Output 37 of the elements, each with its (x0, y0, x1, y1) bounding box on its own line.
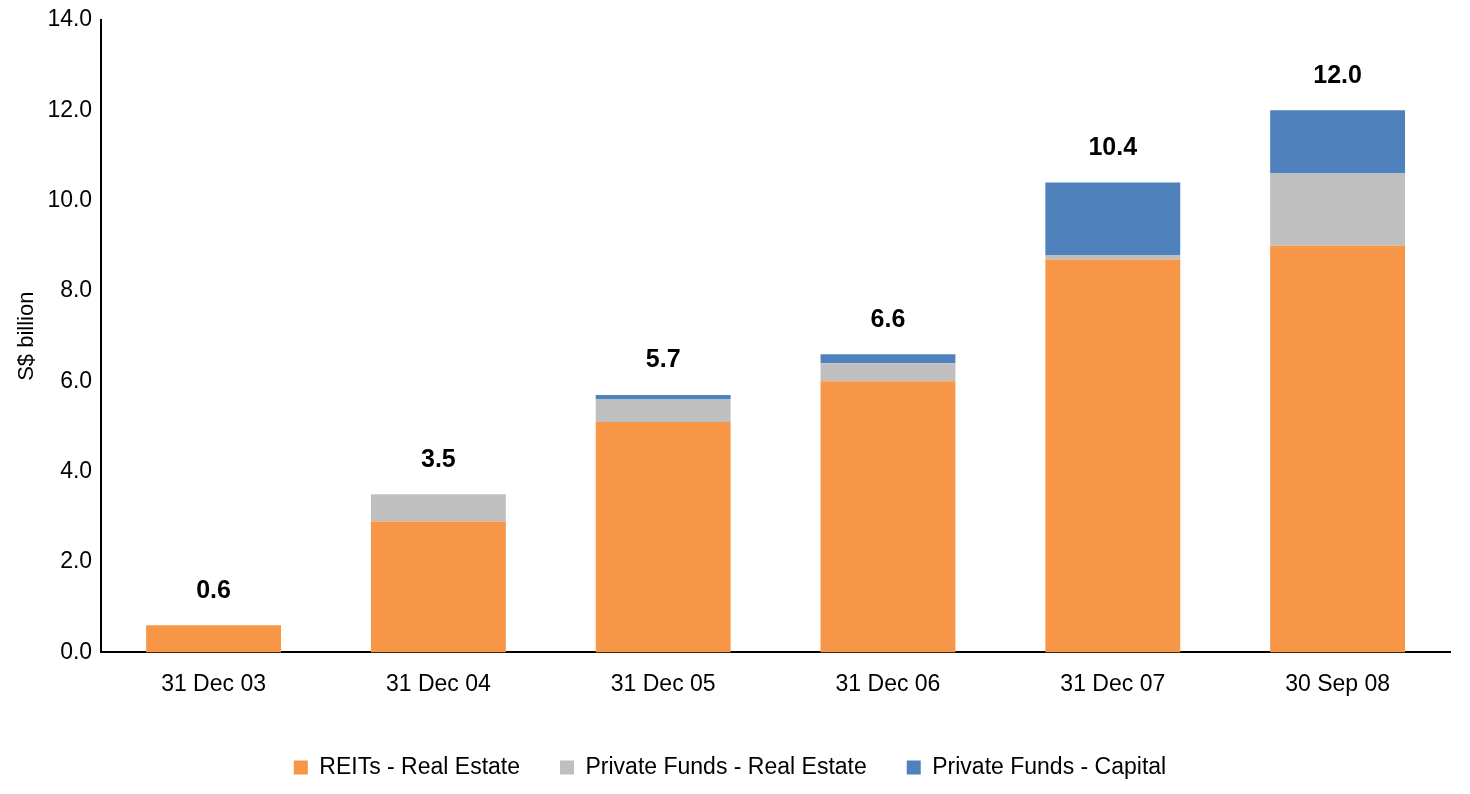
total-label: 10.4 (1088, 132, 1138, 161)
y-tick-label: 2.0 (60, 547, 93, 574)
x-tick-label: 31 Dec 04 (385, 669, 491, 696)
total-label: 5.7 (645, 344, 681, 373)
total-label: 3.5 (420, 443, 456, 472)
legend-label: Private Funds - Real Estate (585, 752, 867, 779)
legend-label: REITs - Real Estate (319, 752, 521, 779)
total-label: 6.6 (870, 303, 906, 332)
y-tick-label: 10.0 (47, 186, 93, 213)
bar (370, 521, 506, 653)
x-tick-label: 31 Dec 03 (161, 669, 266, 696)
x-tick-label: 31 Dec 06 (835, 669, 941, 696)
y-tick-label: 4.0 (60, 457, 93, 484)
bar (820, 354, 956, 364)
y-tick-label: 14.0 (47, 5, 93, 32)
legend-label: Private Funds - Capital (932, 752, 1167, 779)
y-tick-label: 0.0 (60, 637, 93, 664)
x-tick-label: 31 Dec 07 (1060, 669, 1166, 696)
total-label: 12.0 (1313, 59, 1362, 88)
bar (820, 381, 956, 653)
y-tick-label: 8.0 (60, 276, 93, 303)
y-tick-label: 6.0 (60, 366, 93, 393)
bar (1270, 110, 1406, 174)
bar (1270, 173, 1406, 246)
bar (370, 494, 506, 522)
y-tick-label: 12.0 (47, 95, 93, 122)
bar (146, 625, 282, 653)
bar (1045, 259, 1181, 653)
bar (595, 422, 731, 653)
x-tick-label: 31 Dec 05 (610, 669, 716, 696)
total-label: 0.6 (196, 574, 231, 603)
bar (1045, 182, 1181, 255)
bar (1270, 245, 1406, 653)
y-axis-title: S$ billion (13, 291, 39, 381)
bar (595, 399, 731, 423)
bar (820, 363, 956, 382)
x-tick-label: 30 Sep 08 (1285, 669, 1391, 696)
